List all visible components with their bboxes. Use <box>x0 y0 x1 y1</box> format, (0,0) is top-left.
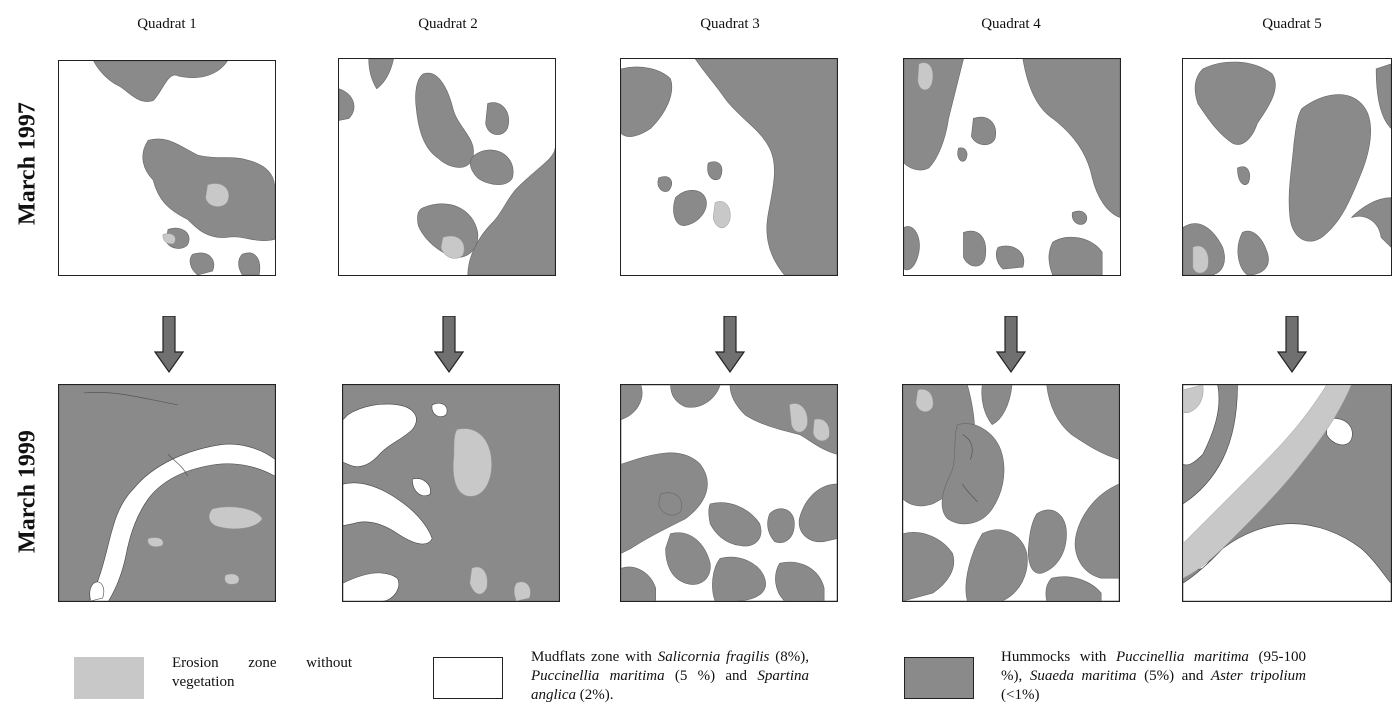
column-title-quadrat-3: Quadrat 3 <box>700 16 760 32</box>
quadrat-5-1997-map <box>1182 58 1392 276</box>
legend-hummock-species-2: Suaeda maritima <box>1029 668 1137 684</box>
quadrat-4-1999-map <box>902 384 1120 602</box>
quadrat-2-1997-map <box>338 58 556 276</box>
column-title-quadrat-2: Quadrat 2 <box>418 16 478 32</box>
legend-mudflat-text-3: (5 %) and <box>664 668 758 684</box>
arrow-quadrat-2 <box>434 316 464 374</box>
arrow-quadrat-3 <box>715 316 745 374</box>
legend-hummock-label: Hummocks with Puccinellia maritima (95-1… <box>1001 648 1306 705</box>
arrow-quadrat-4 <box>996 316 1026 374</box>
row-title-march-1997: March 1997 <box>14 102 41 225</box>
column-title-quadrat-5: Quadrat 5 <box>1262 16 1322 32</box>
arrow-quadrat-5 <box>1277 316 1307 374</box>
legend-mudflat-species-3: Spartina anglica <box>531 668 809 703</box>
legend-erosion-text: Erosion zone without vegetation <box>172 655 352 690</box>
legend-mudflat-text-1: Mudflats zone with <box>531 649 658 665</box>
legend-hummock-text-2: (95-100 %), <box>1001 649 1306 684</box>
legend-hummock-text-3: (5%) and <box>1136 668 1211 684</box>
legend-erosion-swatch <box>74 657 144 699</box>
legend-mudflat-label: Mudflats zone with Salicornia fragilis (… <box>531 648 809 705</box>
quadrat-1-1999-map <box>58 384 276 602</box>
quadrat-3-1999-map <box>620 384 838 602</box>
legend-hummock-species-3: Aster tripolium <box>1210 668 1306 684</box>
legend-erosion-label: Erosion zone without vegetation <box>172 654 352 692</box>
quadrat-2-1999-map <box>342 384 560 602</box>
quadrat-5-1999-map <box>1182 384 1392 602</box>
arrow-quadrat-1 <box>154 316 184 374</box>
legend-hummock-text-4: (<1%) <box>1001 687 1040 703</box>
legend-hummock-species-1: Puccinellia maritima <box>1116 649 1249 665</box>
legend-hummock-swatch <box>904 657 974 699</box>
quadrat-1-1997-map <box>58 60 276 276</box>
legend-mudflat-species-2: Puccinellia maritima <box>531 668 665 684</box>
legend-mudflat-species-1: Salicornia fragilis <box>657 649 770 665</box>
legend-mudflat-text-2: (8%), <box>769 649 809 665</box>
legend-mudflat-text-4: (2%). <box>576 687 614 703</box>
legend-mudflat-swatch <box>433 657 503 699</box>
column-title-quadrat-4: Quadrat 4 <box>981 16 1041 32</box>
column-title-quadrat-1: Quadrat 1 <box>137 16 197 32</box>
legend-hummock-text-1: Hummocks with <box>1001 649 1117 665</box>
quadrat-3-1997-map <box>620 58 838 276</box>
quadrat-4-1997-map <box>903 58 1121 276</box>
row-title-march-1999: March 1999 <box>14 430 41 553</box>
